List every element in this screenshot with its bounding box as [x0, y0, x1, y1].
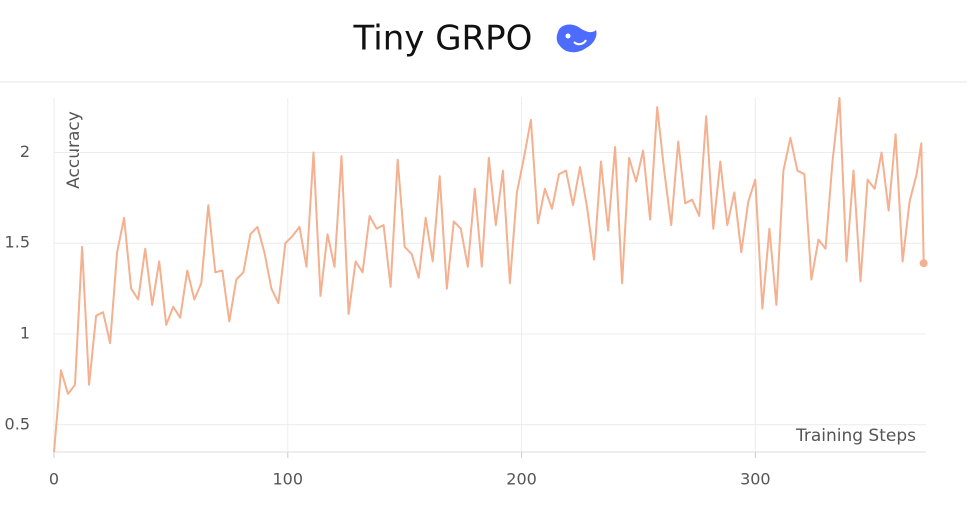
x-axis-label: Training Steps: [795, 426, 916, 446]
y-tick-label: 0.5: [5, 414, 30, 433]
whale-icon: [556, 24, 597, 53]
y-tick-label: 1: [20, 324, 30, 343]
series-line: [53, 97, 925, 453]
chart-title: Tiny GRPO: [353, 19, 533, 59]
y-tick-label: 2: [20, 142, 30, 161]
x-tick-label: 100: [273, 470, 304, 489]
y-axis-label: Accuracy: [64, 111, 84, 189]
end-marker: [919, 259, 928, 268]
x-tick-label: 0: [49, 470, 59, 489]
x-tick-label: 300: [740, 470, 771, 489]
y-tick-label: 1.5: [5, 233, 30, 252]
x-tick-label: 200: [506, 470, 537, 489]
